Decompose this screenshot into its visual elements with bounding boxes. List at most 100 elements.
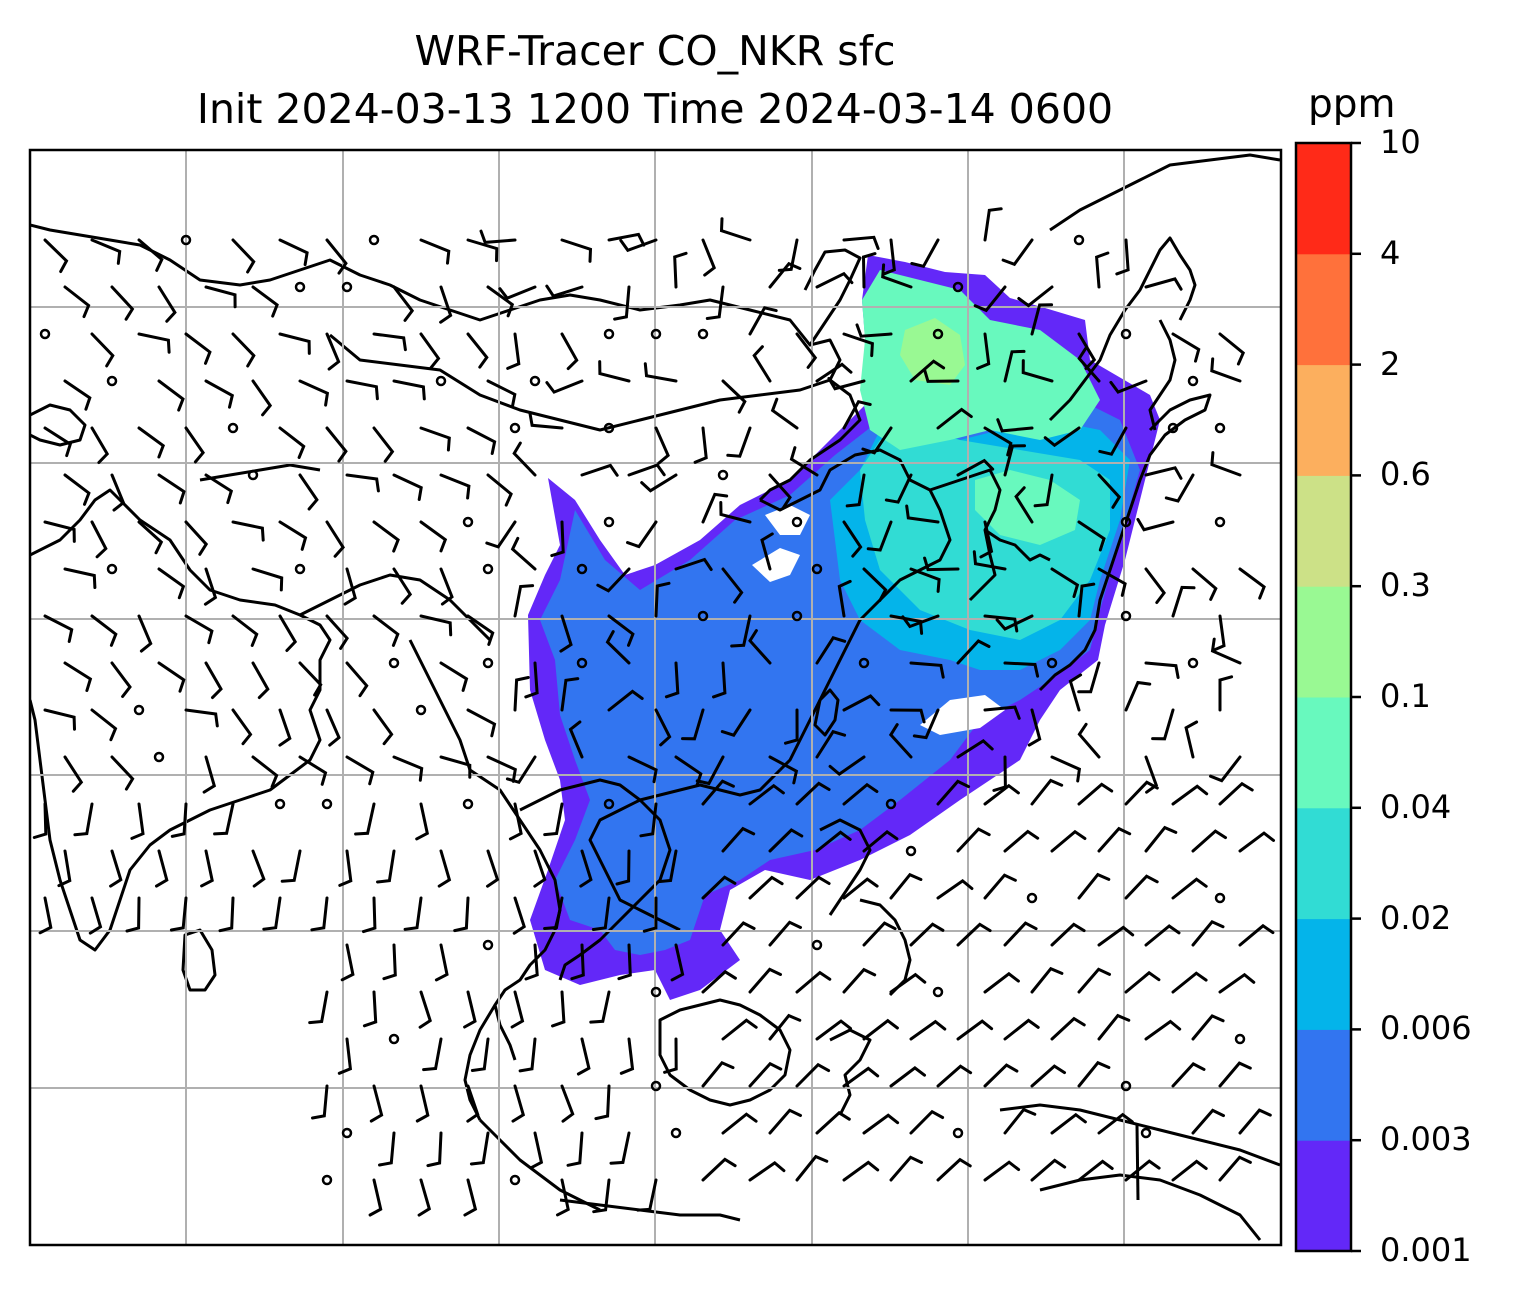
wind-barb	[325, 614, 349, 650]
wind-barb	[598, 360, 631, 383]
wind-barb	[1003, 829, 1040, 853]
coastline-india	[30, 488, 332, 952]
wind-barb	[213, 802, 235, 836]
wind-barb	[311, 1084, 329, 1120]
colorbar-segment	[1296, 475, 1351, 587]
co-region-high	[860, 270, 1100, 450]
coastline-japan	[1038, 393, 1212, 692]
wind-barb	[1238, 567, 1266, 600]
wind-barb	[1050, 922, 1086, 947]
wind-barb	[422, 1037, 443, 1072]
wind-barb	[1211, 614, 1226, 652]
wind-barb	[278, 332, 311, 355]
wind-barb	[1021, 359, 1054, 383]
wind-barb	[345, 661, 369, 698]
wind-barb	[372, 332, 407, 352]
wind-barb	[1136, 517, 1175, 532]
wind-barb	[842, 877, 879, 900]
coastline-china-north	[758, 378, 862, 502]
co-tracer-field	[528, 255, 1160, 1000]
wind-barb	[1144, 755, 1159, 794]
wind-barb	[1050, 1016, 1086, 1041]
wind-barb	[1077, 520, 1106, 552]
wind-barb	[43, 708, 76, 731]
wind-barb	[231, 520, 265, 542]
wind-barb	[1115, 238, 1130, 276]
wind-barb	[674, 557, 713, 571]
wind-barb	[485, 520, 517, 549]
wind-barb	[73, 802, 94, 837]
wind-barb	[262, 896, 282, 931]
wind-barb	[1017, 285, 1054, 308]
wind-barb	[345, 755, 375, 786]
wind-barb	[57, 849, 72, 888]
wind-barb	[231, 332, 256, 368]
wind-barb	[748, 967, 782, 994]
wind-barb	[861, 426, 893, 455]
wind-barb	[576, 1037, 591, 1076]
wind-barb	[654, 708, 672, 747]
wind-barb	[63, 285, 91, 319]
wind-barb	[251, 849, 266, 888]
coastline-korea	[929, 468, 1002, 602]
wind-barb	[204, 379, 235, 409]
wind-barb	[627, 463, 666, 477]
calm-wind-marker	[415, 704, 427, 716]
wind-barb	[1003, 1018, 1040, 1041]
wind-barb	[110, 473, 126, 512]
wind-barb	[768, 828, 804, 853]
calm-wind-marker	[1140, 1127, 1152, 1139]
colorbar-segment	[1296, 697, 1351, 809]
calm-wind-marker	[462, 516, 474, 528]
wind-barb	[712, 661, 727, 699]
wind-barb	[1171, 784, 1209, 806]
wind-barb	[855, 323, 893, 338]
colorbar-tick-label: 0.1	[1380, 677, 1431, 715]
calm-wind-marker	[1073, 234, 1085, 246]
wind-barb	[568, 720, 584, 759]
wind-barb	[362, 896, 377, 934]
wind-barb	[90, 332, 115, 368]
colorbar-segment	[1296, 1140, 1351, 1252]
wind-barb	[617, 943, 632, 981]
wind-barb	[579, 849, 593, 888]
coastline-sulawesi	[829, 1028, 872, 1116]
wind-barb	[936, 879, 974, 900]
coastline-malay	[463, 1004, 497, 1121]
colorbar-segment	[1296, 364, 1351, 476]
wind-barb	[466, 614, 495, 646]
wind-barb	[298, 661, 323, 697]
wind-barb	[543, 896, 564, 930]
wind-barb	[795, 1154, 829, 1182]
wind-barb	[372, 520, 400, 553]
wind-barb	[748, 875, 784, 900]
colorbar-tick-label: 0.6	[1380, 455, 1431, 494]
wind-barb	[923, 556, 960, 572]
wind-barb	[110, 755, 135, 791]
wind-barb	[251, 567, 284, 592]
wind-barb	[726, 426, 752, 458]
wind-barb	[90, 426, 110, 464]
wind-barb	[169, 896, 188, 932]
wind-barb	[760, 532, 774, 571]
wind-barb	[417, 1178, 432, 1217]
wind-barb	[609, 1131, 631, 1165]
wind-barb	[382, 943, 397, 981]
wind-barb	[184, 426, 205, 464]
wind-barb	[419, 614, 453, 637]
wind-barb	[1218, 1061, 1252, 1088]
calm-wind-marker	[482, 939, 494, 951]
wind-barb	[1077, 722, 1101, 759]
wind-barb	[643, 362, 678, 383]
wind-barb	[466, 708, 497, 738]
wind-barb	[1209, 755, 1242, 783]
coastline-arabia-west	[30, 403, 87, 447]
wind-barb	[137, 520, 164, 555]
wind-barb	[1014, 486, 1034, 524]
wind-barb	[137, 332, 171, 354]
wind-barb	[63, 473, 91, 506]
calm-wind-marker	[697, 328, 709, 340]
wind-barb	[828, 755, 866, 776]
wind-barb	[463, 1178, 478, 1217]
